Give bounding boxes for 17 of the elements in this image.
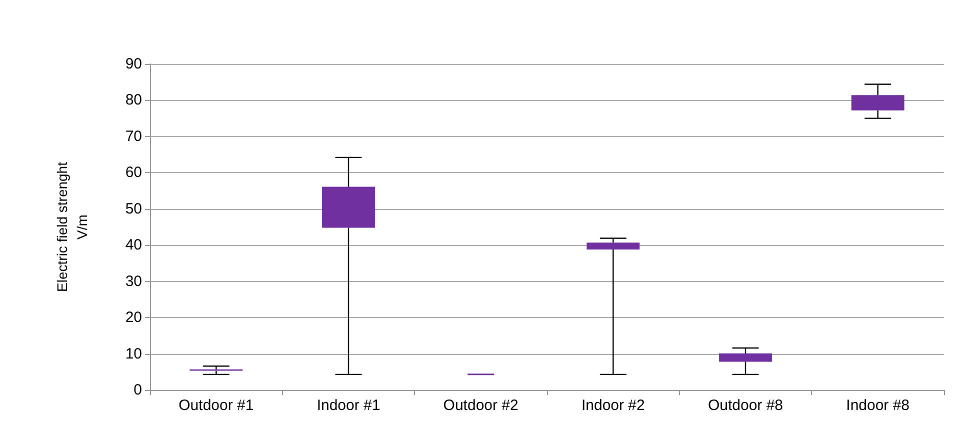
y-tick-label: 80 bbox=[125, 92, 142, 109]
x-tick-label: Outdoor #8 bbox=[708, 397, 784, 414]
y-tick-label: 60 bbox=[125, 164, 142, 182]
y-tick-label: 50 bbox=[125, 200, 142, 218]
y-tick-label: 40 bbox=[125, 236, 142, 254]
y-tick-label: 10 bbox=[125, 345, 142, 362]
x-tick-label: Indoor #1 bbox=[316, 397, 380, 414]
y-tick-label: 0 bbox=[134, 382, 142, 398]
y-tick-label: 90 bbox=[125, 56, 142, 72]
y-tick-label: 20 bbox=[125, 309, 142, 326]
x-tick-label: Outdoor #1 bbox=[178, 397, 254, 414]
x-tick-label: Indoor #2 bbox=[581, 397, 645, 414]
y-tick-label: 30 bbox=[125, 272, 142, 290]
y-tick-label: 70 bbox=[125, 128, 142, 145]
y-axis-title: Electric field strenght V/m bbox=[54, 162, 90, 292]
x-tick-label: Outdoor #2 bbox=[443, 397, 518, 414]
x-tick-label: Indoor #8 bbox=[846, 397, 910, 414]
